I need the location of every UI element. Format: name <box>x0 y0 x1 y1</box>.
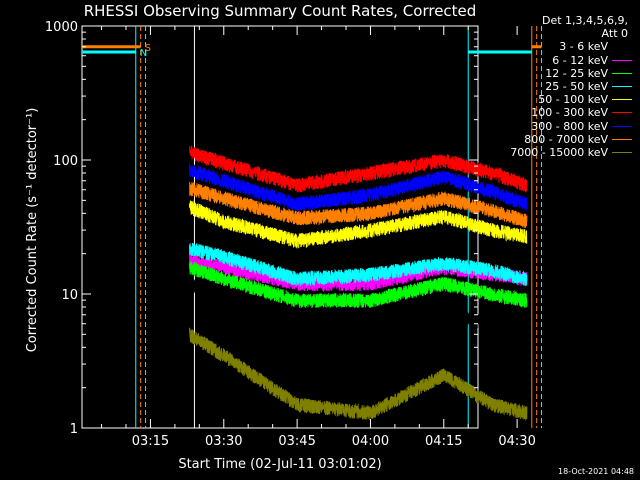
x-tick-label: 03:15 <box>132 434 169 449</box>
legend-label: 7000 - 15000 keV <box>510 146 608 160</box>
legend-label: 800 - 7000 keV <box>524 132 608 146</box>
legend-entry: 800 - 7000 keV <box>476 133 636 146</box>
generation-timestamp: 18-Oct-2021 04:48 <box>558 467 634 476</box>
legend-swatch <box>612 125 632 127</box>
legend-label: 12 - 25 keV <box>545 66 608 80</box>
legend-header-2: Att 0 <box>601 27 628 41</box>
series-line <box>189 200 528 249</box>
series-group <box>189 145 528 421</box>
legend: Det 1,3,4,5,6,9, Att 0 3 - 6 keV 6 - 12 k… <box>476 14 636 159</box>
legend-entry: 12 - 25 keV <box>476 67 636 80</box>
legend-entry: 7000 - 15000 keV <box>476 146 636 159</box>
legend-swatch <box>612 86 632 88</box>
legend-rows: 3 - 6 keV 6 - 12 keV 12 - 25 keV 25 - 50 ke… <box>476 40 636 159</box>
series-line <box>189 327 528 421</box>
annotation-label: S <box>145 43 151 54</box>
attenuator-annotations: SN <box>82 43 542 59</box>
legend-entry: 50 - 100 keV <box>476 93 636 106</box>
x-tick-label: 04:00 <box>352 434 389 449</box>
legend-entry: 25 - 50 keV <box>476 80 636 93</box>
legend-entry: 300 - 800 keV <box>476 120 636 133</box>
legend-entry: 100 - 300 keV <box>476 106 636 119</box>
legend-header-1: Det 1,3,4,5,6,9, <box>541 14 628 27</box>
series-line <box>189 260 528 308</box>
legend-swatch <box>612 72 632 74</box>
y-tick-label: 1000 <box>45 20 78 35</box>
legend-swatch <box>612 99 632 101</box>
legend-swatch <box>612 138 632 140</box>
legend-swatch <box>612 46 632 48</box>
x-tick-label: 04:30 <box>498 434 535 449</box>
legend-label: 6 - 12 keV <box>552 53 608 67</box>
legend-label: 100 - 300 keV <box>531 106 608 120</box>
legend-entry: 3 - 6 keV <box>476 40 636 53</box>
y-tick-label: 100 <box>53 154 78 169</box>
legend-swatch <box>612 59 632 61</box>
series-line <box>189 163 528 212</box>
y-axis-label: Corrected Count Rate (s⁻¹ detector⁻¹) <box>25 108 40 353</box>
x-axis-label: Start Time (02-Jul-11 03:01:02) <box>178 457 381 472</box>
x-tick-label: 03:30 <box>205 434 242 449</box>
x-tick-label: 03:45 <box>278 434 315 449</box>
legend-swatch <box>612 152 632 154</box>
x-tick-label: 04:15 <box>425 434 462 449</box>
series-line <box>189 242 528 287</box>
legend-label: 50 - 100 keV <box>538 93 608 107</box>
legend-entry: 6 - 12 keV <box>476 54 636 67</box>
axes-group: 1 10 100 1000 03:15 03:30 03:45 04:00 04:15 04:30 <box>45 20 536 449</box>
legend-label: 3 - 6 keV <box>559 40 608 54</box>
chart-title: RHESSI Observing Summary Count Rates, Co… <box>84 2 477 20</box>
annotation-label: N <box>140 48 147 59</box>
y-tick-label: 1 <box>70 422 78 437</box>
legend-swatch <box>612 112 632 114</box>
series-line <box>189 145 528 193</box>
series-line <box>189 277 528 354</box>
legend-label: 300 - 800 keV <box>531 119 608 133</box>
series-line <box>189 181 528 229</box>
legend-label: 25 - 50 keV <box>545 80 608 94</box>
y-tick-label: 10 <box>61 288 78 303</box>
